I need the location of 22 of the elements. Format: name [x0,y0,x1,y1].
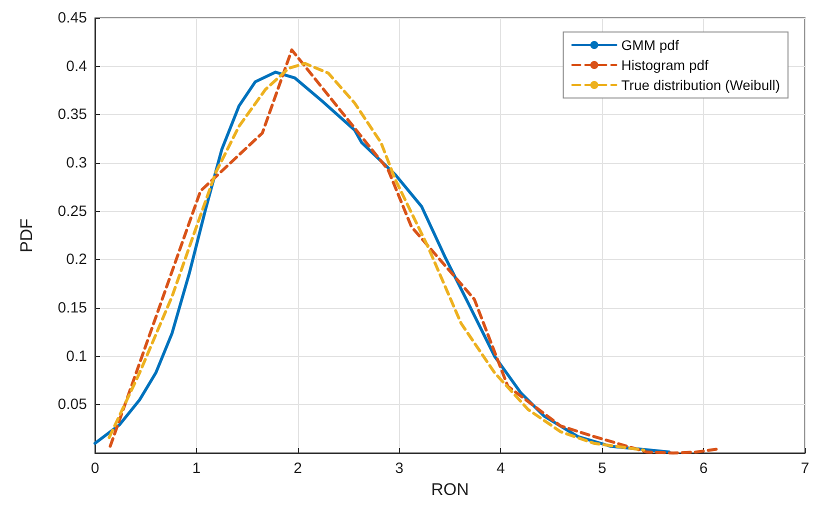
y-tick-label: 0.05 [58,396,87,414]
legend-label: True distribution (Weibull) [621,77,780,93]
y-tick-label: 0.3 [66,154,87,172]
legend-label: GMM pdf [621,37,679,53]
x-tick-label: 3 [395,460,404,477]
y-axis-title: PDF [17,218,36,252]
y-tick-label: 0.15 [58,300,87,316]
legend-label: Histogram pdf [621,57,709,73]
y-tick-label: 0.25 [58,202,87,220]
x-tick-label: 7 [800,460,810,477]
y-tick-label: 0.2 [66,251,87,268]
y-tick-label: 0.1 [66,348,87,365]
y-tick-label: 0.45 [58,10,87,26]
y-tick-label: 0.35 [58,106,87,124]
x-axis-title: RON [431,480,469,499]
y-tick-label: 0.4 [66,58,87,75]
x-tick-label: 2 [294,460,302,477]
x-tick-label: 4 [496,460,505,477]
x-tick-label: 1 [192,460,201,477]
x-tick-label: 5 [598,460,606,477]
x-tick-label: 6 [699,460,708,477]
x-tick-label: 0 [90,460,100,477]
